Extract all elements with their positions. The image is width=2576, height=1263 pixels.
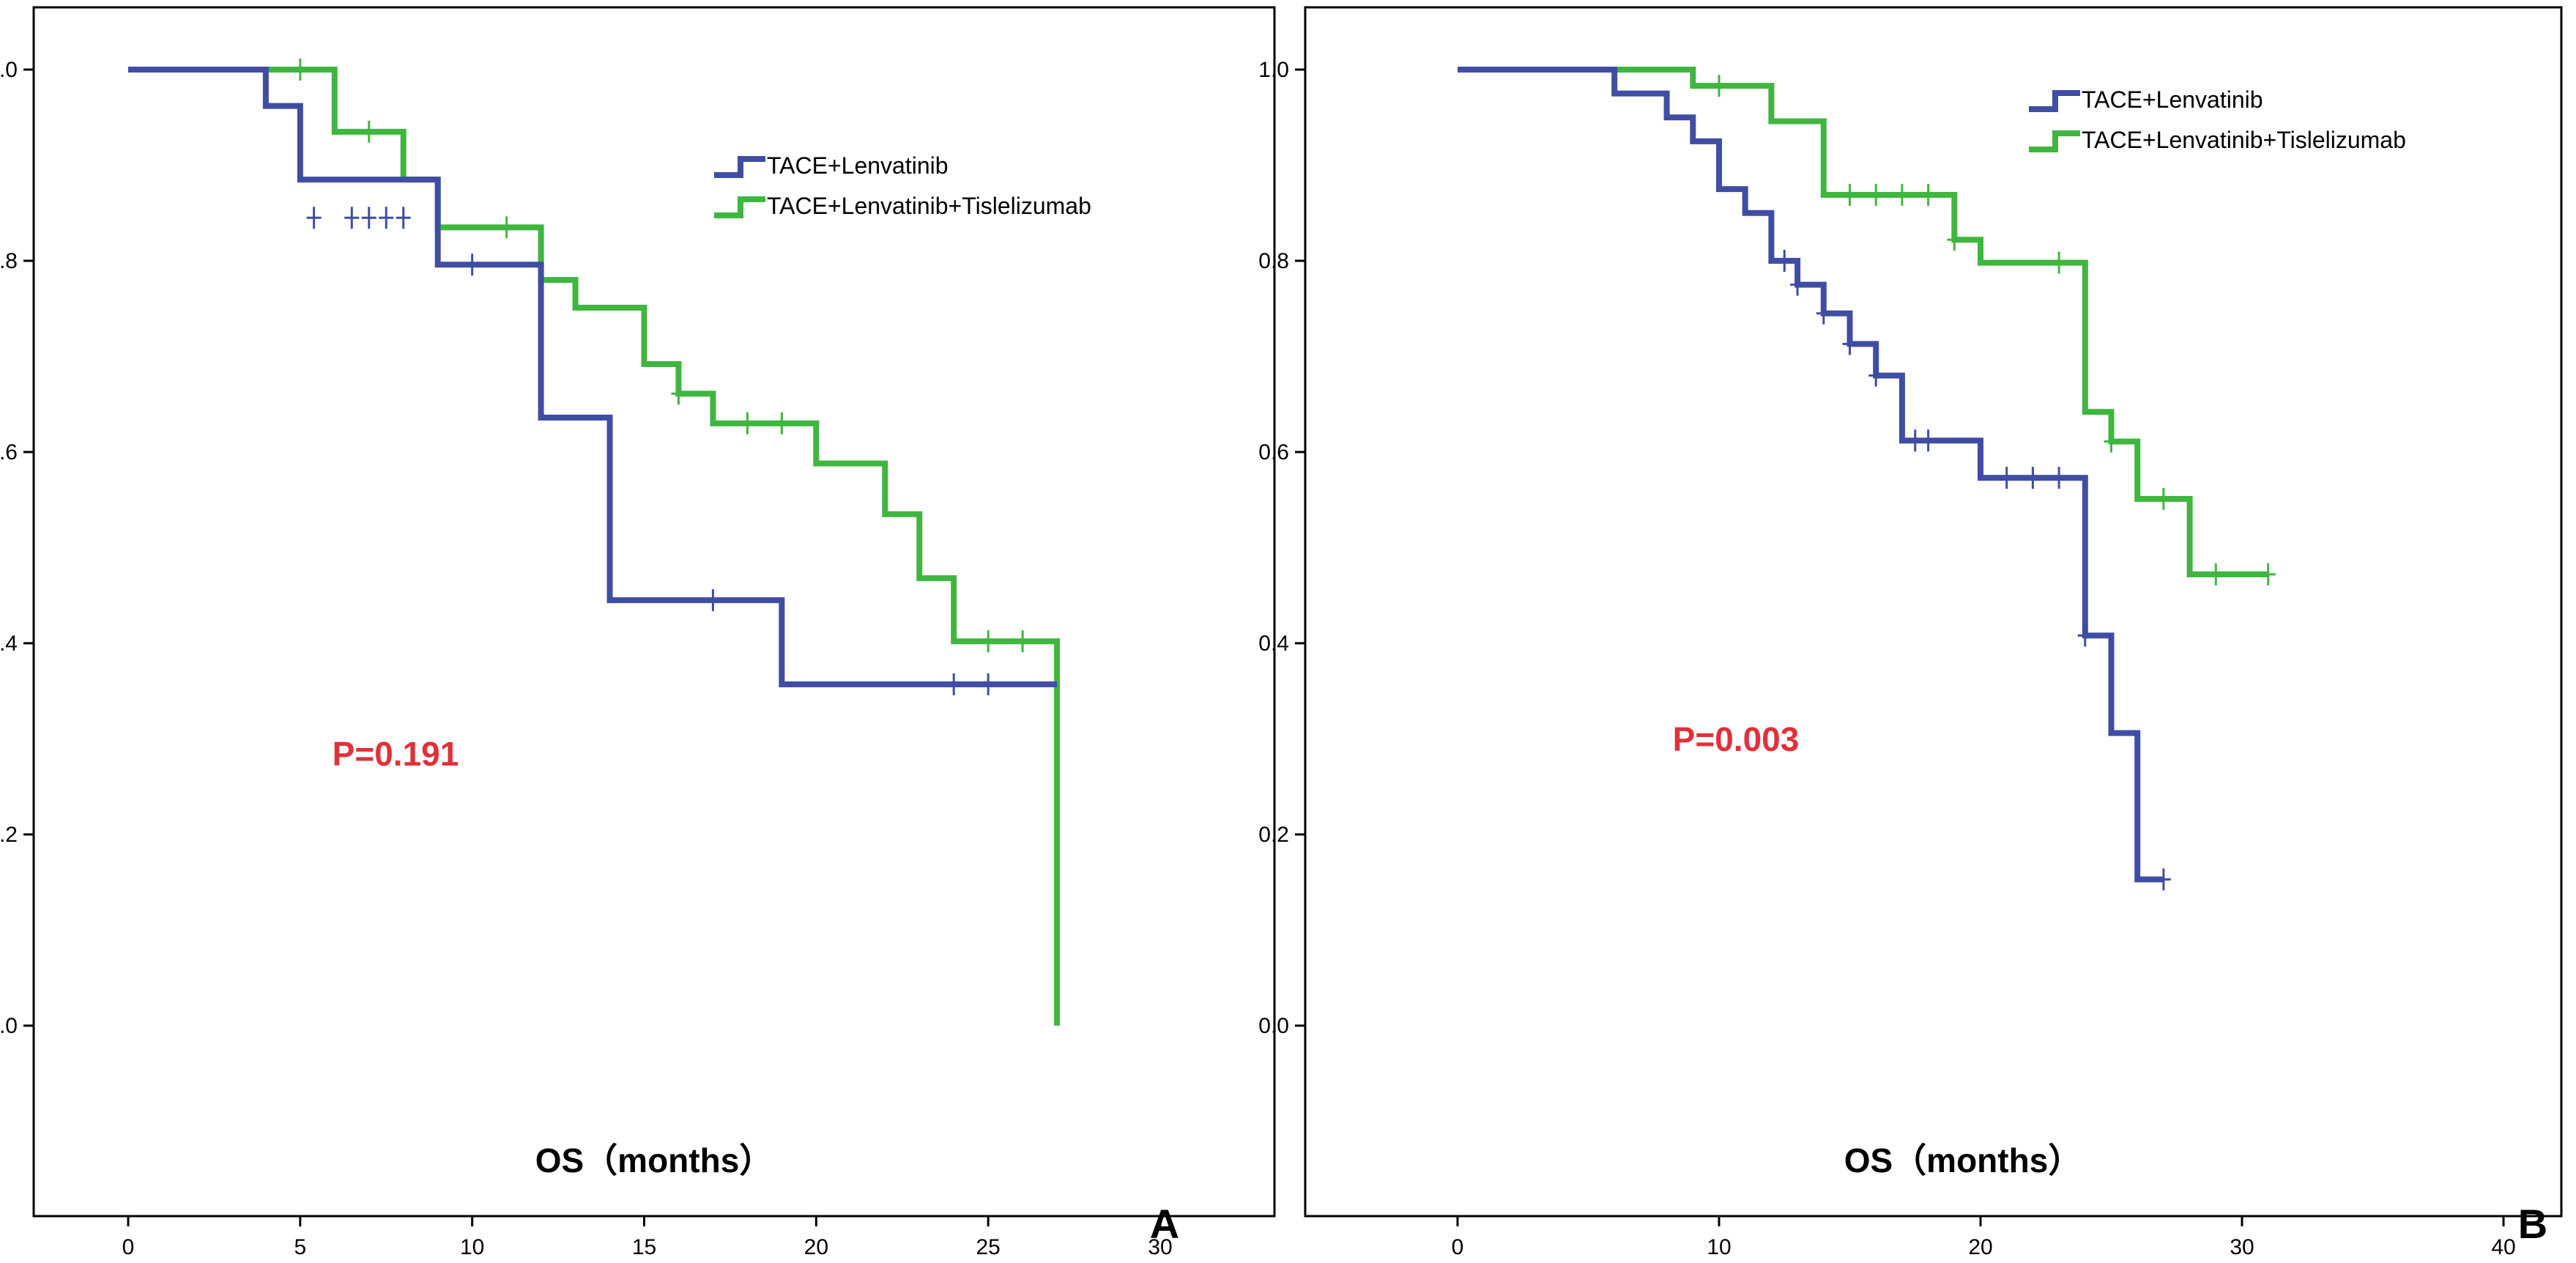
legend-label: TACE+Lenvatinib	[767, 152, 949, 179]
y-tick-label: 0.6	[0, 440, 18, 464]
km-curve-tace-lenvatinib	[1458, 67, 2164, 883]
legend-label: TACE+Lenvatinib	[2082, 86, 2263, 113]
y-tick-label: 0.0	[0, 1014, 18, 1038]
panel-b: 0 10 20 30 40 0.0 0.2 0.4 0.6 0.8 1.0 TACE+Lenvatin…	[1258, 6, 2563, 1259]
y-tick-label: 1.0	[0, 58, 18, 82]
y-tick-label: 0.8	[0, 249, 18, 273]
y-tick-label: 0.4	[0, 632, 18, 656]
p-value-label: P=0.003	[1673, 720, 1800, 758]
x-axis-title: OS（months）	[535, 1141, 773, 1179]
legend-swatch	[2029, 90, 2080, 112]
legend-label: TACE+Lenvatinib+Tislelizumab	[2082, 127, 2406, 153]
x-tick-label: 10	[1707, 1235, 1731, 1259]
x-tick-label: 30	[2230, 1235, 2254, 1259]
panel-a: 0 5 10 15 20 25 30 0.0 0.2 0.4 0.6 0.8 1.0 TACE+Lenva…	[0, 6, 1276, 1259]
x-tick-label: 40	[2491, 1235, 2515, 1259]
km-curve-tace-lenvatinib-tislelizumab	[1458, 67, 2268, 578]
legend-label: TACE+Lenvatinib+Tislelizumab	[767, 193, 1091, 219]
x-tick-label: 15	[632, 1235, 656, 1259]
x-tick-label: 30	[1148, 1235, 1172, 1259]
y-tick-label: 0.0	[1258, 1014, 1289, 1038]
y-tick-label: 1.0	[1258, 58, 1289, 82]
x-tick-label: 25	[976, 1235, 1000, 1259]
plot-frame	[32, 6, 1276, 1218]
km-curve-tace-lenvatinib	[128, 67, 1058, 688]
y-tick-label: 0.2	[1258, 823, 1289, 847]
x-tick-label: 20	[1968, 1235, 1992, 1259]
x-tick-label: 10	[460, 1235, 484, 1259]
legend-swatch	[714, 196, 765, 218]
x-tick-label: 20	[804, 1235, 828, 1259]
x-tick-label: 0	[122, 1235, 135, 1259]
panel-letter: A	[1150, 1201, 1179, 1247]
x-tick-label: 0	[1452, 1235, 1464, 1259]
legend-swatch	[714, 156, 765, 178]
legend-swatch	[2029, 130, 2080, 152]
panel-letter: B	[2518, 1201, 2547, 1247]
x-axis-title: OS（months）	[1844, 1141, 2082, 1179]
y-tick-label: 0.6	[1258, 440, 1289, 464]
y-tick-label: 0.4	[1258, 632, 1289, 656]
p-value-label: P=0.191	[333, 735, 459, 773]
y-tick-label: 0.2	[0, 823, 18, 847]
plot-frame	[1304, 6, 2563, 1218]
y-tick-label: 0.8	[1258, 249, 1289, 273]
x-tick-label: 5	[294, 1235, 306, 1259]
